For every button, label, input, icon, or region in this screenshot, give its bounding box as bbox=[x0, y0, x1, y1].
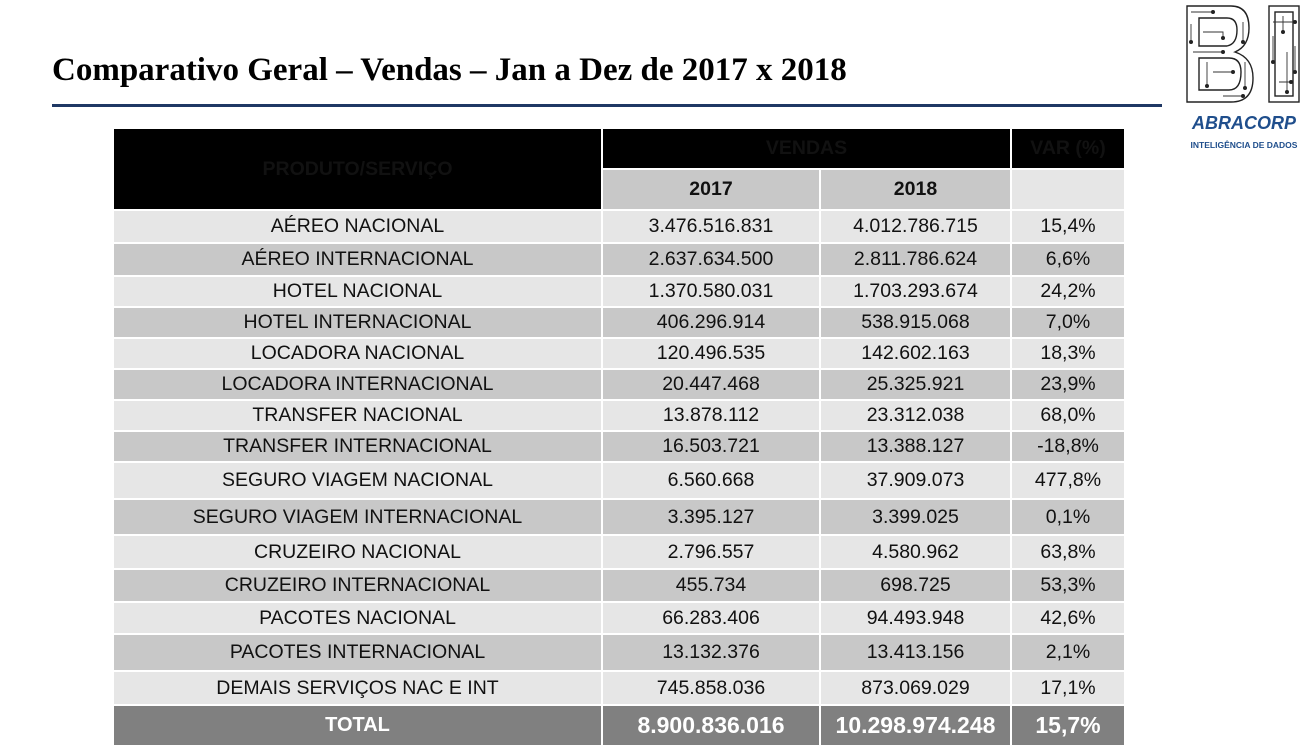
table-row: SEGURO VIAGEM INTERNACIONAL 3.395.127 3.39… bbox=[114, 499, 1126, 536]
var-cell: 15,4% bbox=[1011, 210, 1126, 244]
table-row: PACOTES INTERNACIONAL 13.132.376 13.413.15… bbox=[114, 634, 1126, 672]
sales-2018-cell: 698.725 bbox=[820, 569, 1012, 603]
sales-2018-cell: 37.909.073 bbox=[820, 462, 1012, 500]
var-cell: 6,6% bbox=[1011, 243, 1126, 277]
product-cell: AÉREO INTERNACIONAL bbox=[114, 243, 603, 277]
var-cell: 7,0% bbox=[1011, 307, 1126, 339]
var-cell: 2,1% bbox=[1011, 634, 1126, 672]
sales-2018-cell: 23.312.038 bbox=[820, 400, 1012, 432]
sales-2017-cell: 2.796.557 bbox=[602, 535, 821, 570]
var-cell: 42,6% bbox=[1011, 602, 1126, 635]
table-row: DEMAIS SERVIÇOS NAC E INT 745.858.036 873.… bbox=[114, 671, 1126, 706]
sales-2017-cell: 1.370.580.031 bbox=[602, 276, 821, 308]
var-cell: 17,1% bbox=[1011, 671, 1126, 706]
sales-2017-cell: 6.560.668 bbox=[602, 462, 821, 500]
header-product: PRODUTO/SERVIÇO bbox=[114, 129, 603, 211]
product-cell: PACOTES NACIONAL bbox=[114, 602, 603, 635]
bi-logo bbox=[1183, 2, 1305, 152]
sales-2017-cell: 745.858.036 bbox=[602, 671, 821, 706]
var-cell: 23,9% bbox=[1011, 369, 1126, 401]
header-sales: VENDAS bbox=[602, 129, 1012, 170]
product-cell: DEMAIS SERVIÇOS NAC E INT bbox=[114, 671, 603, 706]
header-year-2017: 2017 bbox=[602, 168, 821, 212]
total-2018: 10.298.974.248 bbox=[820, 705, 1012, 747]
sales-2017-cell: 3.395.127 bbox=[602, 499, 821, 536]
slide-title: Comparativo Geral – Vendas – Jan a Dez d… bbox=[52, 52, 847, 88]
table-row: TRANSFER INTERNACIONAL 16.503.721 13.388.1… bbox=[114, 431, 1126, 463]
sales-comparison-table: PRODUTO/SERVIÇO VENDAS VAR (%) 2017 2018… bbox=[114, 129, 1126, 747]
table-row: AÉREO INTERNACIONAL 2.637.634.500 2.811.78… bbox=[114, 243, 1126, 277]
sales-2018-cell: 2.811.786.624 bbox=[820, 243, 1012, 277]
sales-2018-cell: 13.413.156 bbox=[820, 634, 1012, 672]
total-row: TOTAL 8.900.836.016 10.298.974.248 15,7% bbox=[114, 705, 1126, 747]
product-cell: LOCADORA NACIONAL bbox=[114, 338, 603, 370]
table-row: PACOTES NACIONAL 66.283.406 94.493.948 42,6… bbox=[114, 602, 1126, 635]
var-cell: 68,0% bbox=[1011, 400, 1126, 432]
sales-2018-cell: 4.580.962 bbox=[820, 535, 1012, 570]
product-cell: SEGURO VIAGEM NACIONAL bbox=[114, 462, 603, 500]
total-2017: 8.900.836.016 bbox=[602, 705, 821, 747]
sales-2018-cell: 4.012.786.715 bbox=[820, 210, 1012, 244]
var-cell: -18,8% bbox=[1011, 431, 1126, 463]
sales-2018-cell: 1.703.293.674 bbox=[820, 276, 1012, 308]
var-cell: 24,2% bbox=[1011, 276, 1126, 308]
sales-2018-cell: 3.399.025 bbox=[820, 499, 1012, 536]
var-cell: 477,8% bbox=[1011, 462, 1126, 500]
abracorp-wordmark: ABRACORP bbox=[1191, 113, 1296, 133]
product-cell: CRUZEIRO INTERNACIONAL bbox=[114, 569, 603, 603]
product-cell: HOTEL INTERNACIONAL bbox=[114, 307, 603, 339]
sales-2017-cell: 406.296.914 bbox=[602, 307, 821, 339]
var-cell: 63,8% bbox=[1011, 535, 1126, 570]
total-label: TOTAL bbox=[114, 705, 603, 747]
product-cell: TRANSFER NACIONAL bbox=[114, 400, 603, 432]
table-row: TRANSFER NACIONAL 13.878.112 23.312.038 68,… bbox=[114, 400, 1126, 432]
product-cell: AÉREO NACIONAL bbox=[114, 210, 603, 244]
header-var-blank bbox=[1011, 168, 1126, 212]
circuit-bi-icon bbox=[1186, 5, 1300, 103]
header-year-2018: 2018 bbox=[820, 168, 1012, 212]
var-cell: 18,3% bbox=[1011, 338, 1126, 370]
table-row: CRUZEIRO NACIONAL 2.796.557 4.580.962 63,8% bbox=[114, 535, 1126, 570]
sales-2017-cell: 20.447.468 bbox=[602, 369, 821, 401]
sales-2018-cell: 13.388.127 bbox=[820, 431, 1012, 463]
table-row: HOTEL NACIONAL 1.370.580.031 1.703.293.674… bbox=[114, 276, 1126, 308]
table-row: SEGURO VIAGEM NACIONAL 6.560.668 37.909.07… bbox=[114, 462, 1126, 500]
sales-2018-cell: 142.602.163 bbox=[820, 338, 1012, 370]
sales-2018-cell: 538.915.068 bbox=[820, 307, 1012, 339]
logo-tagline: INTELIGÊNCIA DE DADOS bbox=[1190, 140, 1298, 150]
sales-2017-cell: 3.476.516.831 bbox=[602, 210, 821, 244]
sales-2017-cell: 2.637.634.500 bbox=[602, 243, 821, 277]
sales-2017-cell: 455.734 bbox=[602, 569, 821, 603]
sales-2017-cell: 120.496.535 bbox=[602, 338, 821, 370]
sales-2017-cell: 13.878.112 bbox=[602, 400, 821, 432]
sales-2017-cell: 13.132.376 bbox=[602, 634, 821, 672]
table-row: HOTEL INTERNACIONAL 406.296.914 538.915.06… bbox=[114, 307, 1126, 339]
table-row: AÉREO NACIONAL 3.476.516.831 4.012.786.715… bbox=[114, 210, 1126, 244]
total-var: 15,7% bbox=[1011, 705, 1126, 747]
product-cell: CRUZEIRO NACIONAL bbox=[114, 535, 603, 570]
sales-2018-cell: 94.493.948 bbox=[820, 602, 1012, 635]
sales-2018-cell: 25.325.921 bbox=[820, 369, 1012, 401]
sales-2017-cell: 16.503.721 bbox=[602, 431, 821, 463]
table-row: LOCADORA NACIONAL 120.496.535 142.602.163 1… bbox=[114, 338, 1126, 370]
product-cell: TRANSFER INTERNACIONAL bbox=[114, 431, 603, 463]
product-cell: HOTEL NACIONAL bbox=[114, 276, 603, 308]
sales-2018-cell: 873.069.029 bbox=[820, 671, 1012, 706]
title-divider bbox=[52, 104, 1162, 107]
product-cell: PACOTES INTERNACIONAL bbox=[114, 634, 603, 672]
table-row: LOCADORA INTERNACIONAL 20.447.468 25.325.9… bbox=[114, 369, 1126, 401]
header-var: VAR (%) bbox=[1011, 129, 1126, 170]
table-row: CRUZEIRO INTERNACIONAL 455.734 698.725 53,3… bbox=[114, 569, 1126, 603]
sales-2017-cell: 66.283.406 bbox=[602, 602, 821, 635]
var-cell: 0,1% bbox=[1011, 499, 1126, 536]
var-cell: 53,3% bbox=[1011, 569, 1126, 603]
product-cell: SEGURO VIAGEM INTERNACIONAL bbox=[114, 499, 603, 536]
product-cell: LOCADORA INTERNACIONAL bbox=[114, 369, 603, 401]
